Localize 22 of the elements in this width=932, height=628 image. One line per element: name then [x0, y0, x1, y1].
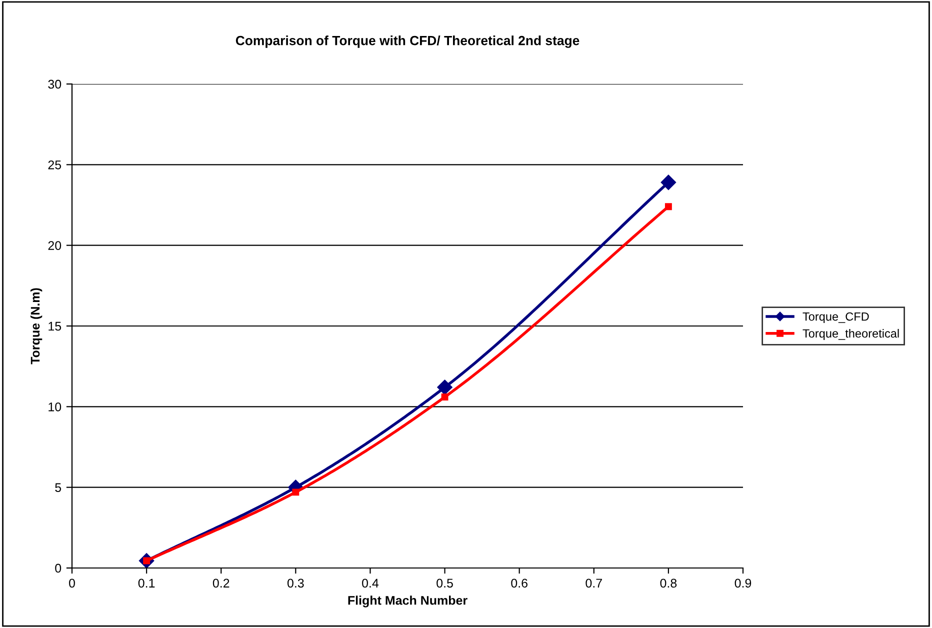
legend-label: Torque_CFD	[802, 312, 869, 324]
y-tick-label: 15	[48, 322, 62, 331]
x-tick-label: 0.6	[511, 578, 528, 588]
legend-label: Torque_theoretical	[802, 328, 899, 340]
x-tick-label: 0.8	[660, 578, 677, 588]
x-tick-label: 0.5	[436, 578, 453, 588]
y-tick-label: 25	[48, 160, 62, 170]
x-tick-label: 0.2	[212, 578, 230, 588]
x-tick-label: 0.9	[734, 578, 752, 588]
y-tick-label: 20	[48, 241, 62, 250]
y-tick-label: 30	[48, 80, 62, 89]
y-axis-title: Torque (N.m)	[30, 288, 42, 364]
x-tick-label: 0.1	[138, 578, 155, 588]
y-tick-label: 0	[55, 564, 62, 573]
y-tick-label: 10	[48, 402, 62, 412]
x-tick-label: 0.4	[362, 578, 379, 588]
chart-title: Comparison of Torque with CFD/ Theoretical 2nd stage	[236, 36, 580, 48]
y-tick-label: 5	[55, 483, 62, 492]
x-tick-label: 0.3	[287, 578, 304, 588]
x-tick-label: 0	[69, 578, 75, 588]
x-axis-title: Flight Mach Number	[348, 596, 468, 608]
x-tick-label: 0.7	[586, 578, 602, 588]
